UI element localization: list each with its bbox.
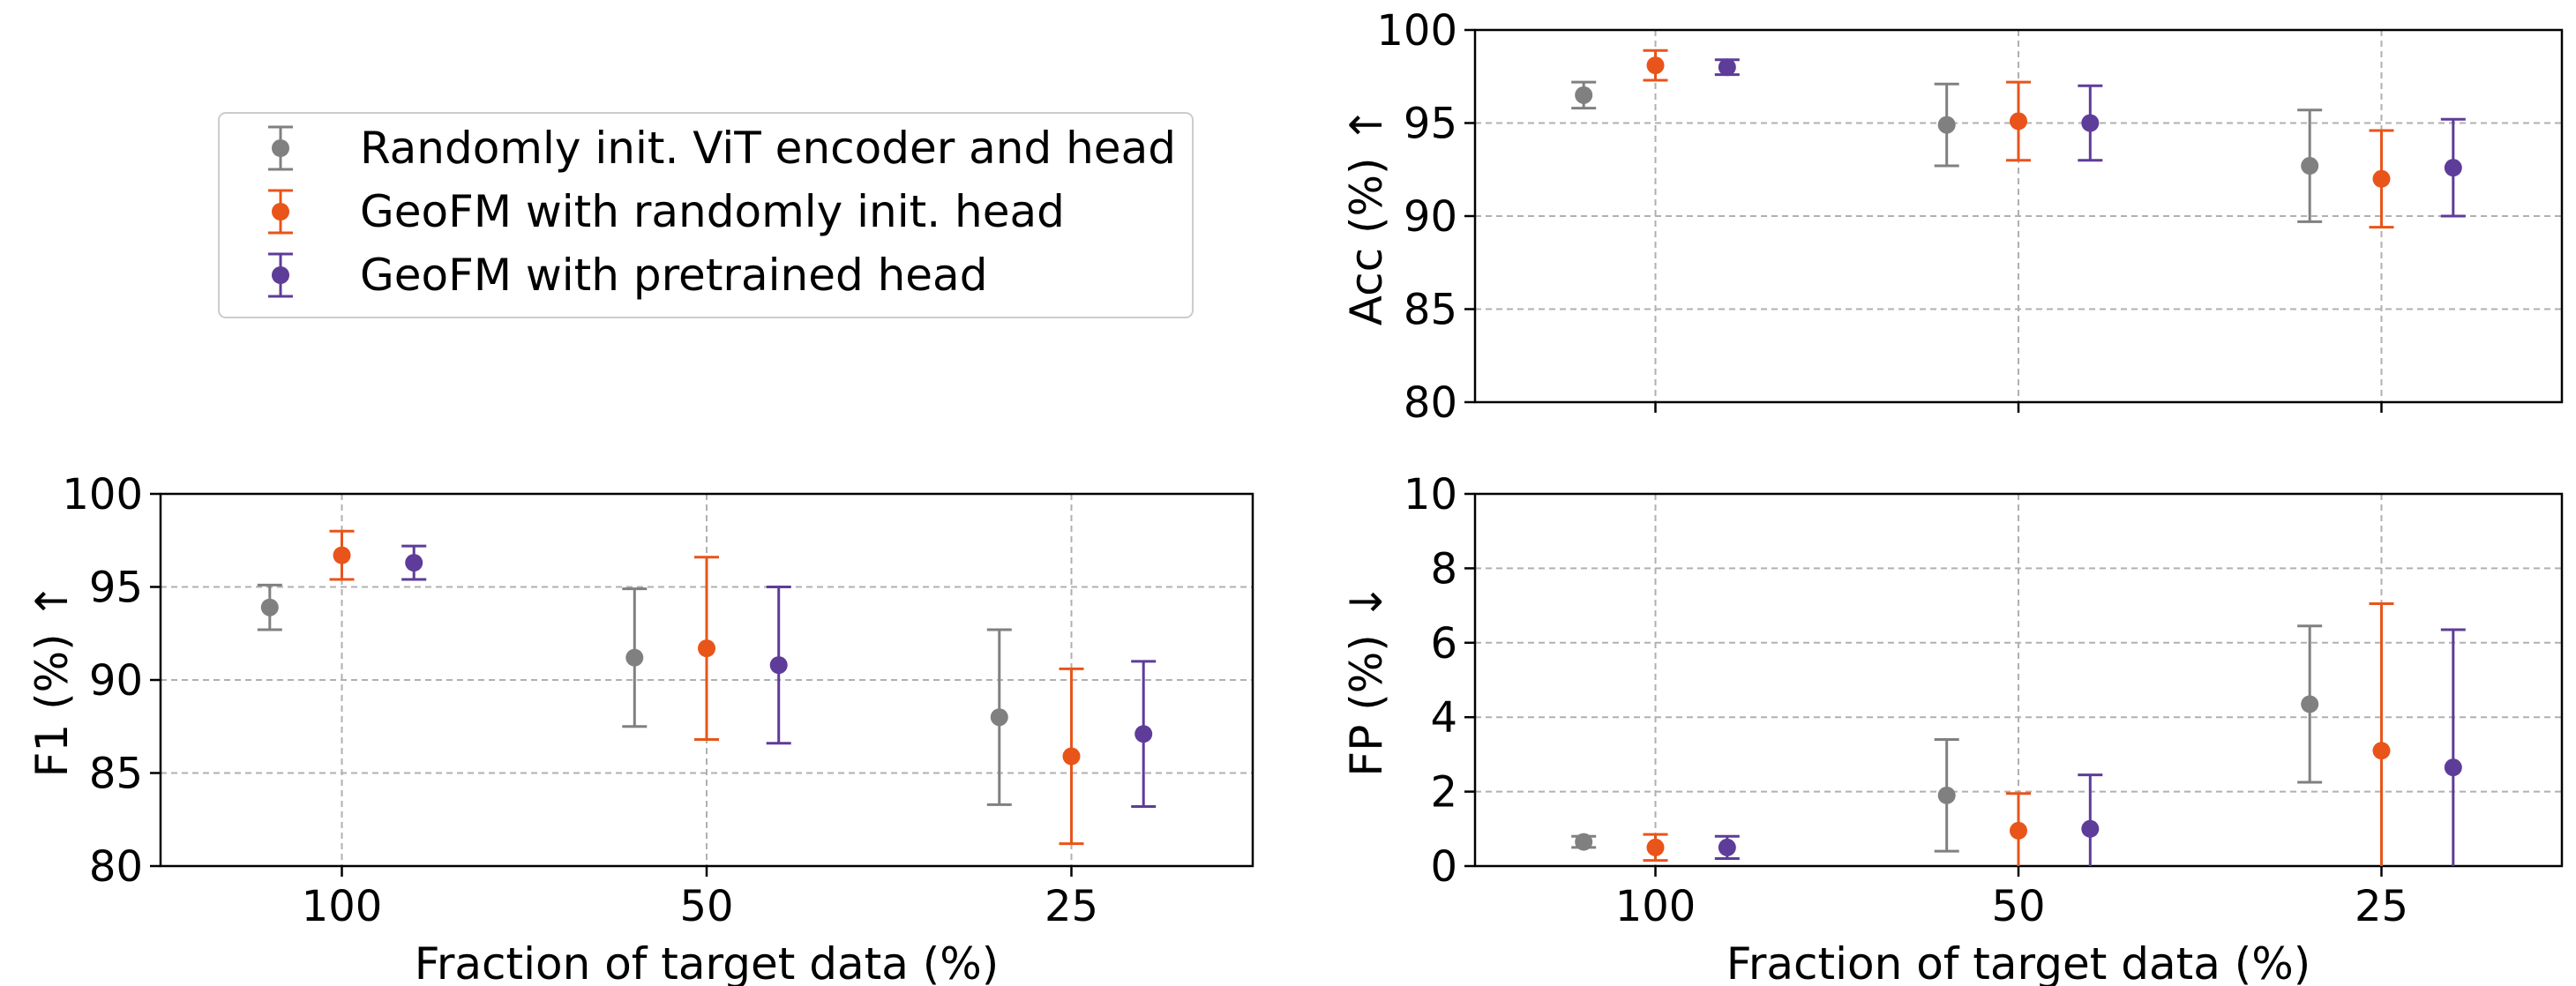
data-point xyxy=(1134,725,1153,743)
legend-marker xyxy=(272,266,289,284)
legend-frame xyxy=(218,112,1194,318)
y-tick-label: 80 xyxy=(1404,378,1457,428)
data-point xyxy=(2081,819,2100,838)
data-point xyxy=(1646,56,1665,75)
x-axis-label: Fraction of target data (%) xyxy=(415,938,1000,986)
series-randomly-init-vit-encoder-and-head xyxy=(257,583,1012,806)
data-point xyxy=(2010,821,2027,840)
y-tick-label: 95 xyxy=(1404,100,1457,149)
x-tick-label: 25 xyxy=(2355,882,2408,931)
data-point xyxy=(2301,157,2319,176)
series-geofm-with-randomly-init-head xyxy=(1643,49,2394,229)
x-tick-label: 25 xyxy=(1045,882,1098,931)
data-point xyxy=(260,598,279,616)
data-point xyxy=(625,648,644,667)
y-tick-label: 85 xyxy=(1404,286,1457,335)
y-axis-label: F1 (%) ↑ xyxy=(26,583,78,778)
x-axis-label: Fraction of target data (%) xyxy=(1726,938,2311,986)
legend-marker xyxy=(272,203,289,220)
legend-item-randomly-init-vit-encoder-and-head: Randomly init. ViT encoder and head xyxy=(268,123,1176,174)
data-point xyxy=(2372,169,2391,188)
series-randomly-init-vit-encoder-and-head xyxy=(1571,624,2323,853)
legend-label: Randomly init. ViT encoder and head xyxy=(360,123,1176,174)
data-point xyxy=(2444,159,2462,177)
x-tick-label: 100 xyxy=(302,882,383,931)
data-point xyxy=(1062,747,1081,766)
y-tick-label: 95 xyxy=(89,564,143,613)
legend: Randomly init. ViT encoder and head GeoFM… xyxy=(218,112,1194,318)
y-tick-label: 10 xyxy=(1404,470,1457,519)
legend-item-geofm-with-pretrained-head: GeoFM with pretrained head xyxy=(268,250,987,301)
y-axis-label: Acc (%) ↑ xyxy=(1341,107,1392,326)
data-point xyxy=(698,639,715,658)
data-point xyxy=(1718,838,1736,856)
data-point xyxy=(1937,116,1956,134)
data-point xyxy=(2081,114,2100,132)
data-point xyxy=(1937,786,1956,804)
series-randomly-init-vit-encoder-and-head xyxy=(1571,80,2323,223)
data-point xyxy=(1646,838,1665,856)
y-tick-label: 100 xyxy=(62,470,143,519)
x-tick-label: 50 xyxy=(679,882,733,931)
data-point xyxy=(2372,742,2391,760)
data-point xyxy=(990,708,1008,727)
data-point xyxy=(1718,58,1736,77)
y-tick-label: 8 xyxy=(1430,544,1457,594)
data-point xyxy=(2301,695,2319,713)
legend-label: GeoFM with randomly init. head xyxy=(360,186,1065,237)
fp-panel: 0 2 4 6 8 10 100 50 25 FP (%) ↓ Fraction of target… xyxy=(1341,470,2564,986)
y-tick-label: 85 xyxy=(89,750,143,799)
f1-panel: 80 85 90 95 100 100 50 25 F1 (%) ↑ Fraction of ta… xyxy=(26,470,1254,986)
y-tick-label: 90 xyxy=(89,656,143,706)
series-geofm-with-pretrained-head xyxy=(401,544,1157,808)
series-geofm-with-randomly-init-head xyxy=(1643,601,2394,866)
x-tick-label: 100 xyxy=(1615,882,1696,931)
data-point xyxy=(333,546,351,564)
series-geofm-with-pretrained-head xyxy=(1714,58,2466,218)
x-tick-label: 50 xyxy=(1991,882,2045,931)
legend-marker xyxy=(272,139,289,157)
data-point xyxy=(1575,833,1593,851)
y-tick-label: 4 xyxy=(1430,693,1457,743)
y-tick-label: 90 xyxy=(1404,192,1457,242)
data-point xyxy=(769,656,788,675)
series-geofm-with-pretrained-head xyxy=(1714,628,2466,866)
data-point xyxy=(2444,758,2462,777)
y-tick-label: 2 xyxy=(1430,768,1457,818)
y-tick-label: 80 xyxy=(89,842,143,892)
data-point xyxy=(405,554,423,572)
y-tick-label: 6 xyxy=(1430,619,1457,669)
acc-panel: 80 85 90 95 100 Acc (%) ↑ xyxy=(1341,6,2564,428)
legend-label: GeoFM with pretrained head xyxy=(360,250,987,301)
y-axis-label: FP (%) ↓ xyxy=(1341,583,1392,776)
series-geofm-with-randomly-init-head xyxy=(329,529,1084,846)
data-point xyxy=(1575,86,1593,104)
y-tick-label: 0 xyxy=(1430,842,1457,892)
data-point xyxy=(2010,112,2027,131)
legend-item-geofm-with-randomly-init-head: GeoFM with randomly init. head xyxy=(268,186,1065,237)
y-tick-label: 100 xyxy=(1376,6,1457,56)
